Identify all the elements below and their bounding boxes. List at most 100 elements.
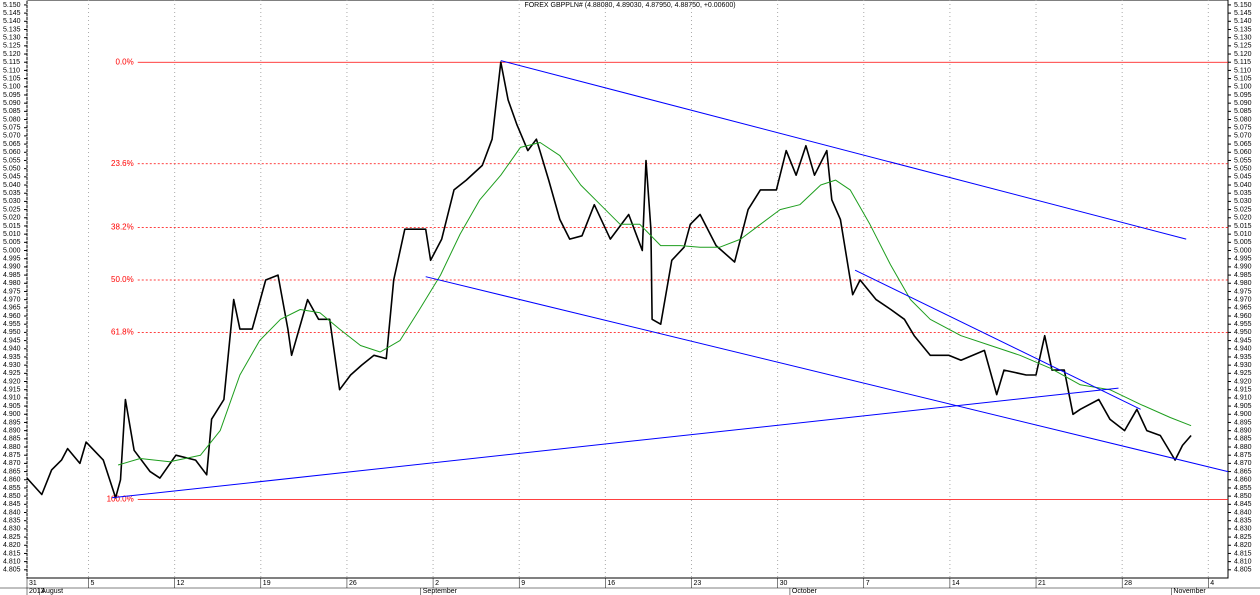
y-tick-label: 5.080 <box>3 116 21 123</box>
y-tick-label: 4.820 <box>3 542 21 549</box>
y-tick-label: 4.975 <box>3 288 21 295</box>
y-tick-label: 4.840 <box>1234 509 1252 516</box>
y-tick-label: 4.950 <box>1234 329 1252 336</box>
x-tick-label: 23 <box>693 580 701 587</box>
x-tick-label: 9 <box>521 580 525 587</box>
x-tick-label: 14 <box>952 580 960 587</box>
y-tick-label: 4.850 <box>3 493 21 500</box>
y-tick-label: 5.085 <box>1234 108 1252 115</box>
x-tick-label: 31 <box>29 580 37 587</box>
y-tick-label: 4.825 <box>3 534 21 541</box>
y-tick-label: 4.845 <box>1234 501 1252 508</box>
y-tick-label: 5.130 <box>1234 35 1252 42</box>
y-tick-label: 4.960 <box>1234 313 1252 320</box>
x-tick-label: 21 <box>1038 580 1046 587</box>
y-tick-label: 4.925 <box>1234 370 1252 377</box>
price-line <box>111 387 1119 499</box>
y-tick-label: 4.905 <box>1234 403 1252 410</box>
y-tick-label: 4.905 <box>3 403 21 410</box>
y-tick-label: 5.050 <box>3 165 21 172</box>
y-tick-label: 5.070 <box>3 133 21 140</box>
y-tick-label: 4.935 <box>1234 354 1252 361</box>
x-tick-label: 16 <box>607 580 615 587</box>
y-tick-label: 4.845 <box>3 501 21 508</box>
y-tick-label: 4.920 <box>3 378 21 385</box>
y-tick-label: 4.910 <box>1234 395 1252 402</box>
x-tick-label: 26 <box>349 580 357 587</box>
y-tick-label: 4.875 <box>3 452 21 459</box>
y-tick-label: 4.900 <box>1234 411 1252 418</box>
y-tick-label: 5.135 <box>1234 26 1252 33</box>
y-tick-label: 4.935 <box>3 354 21 361</box>
period-label: August <box>41 588 63 595</box>
y-tick-label: 4.880 <box>1234 444 1252 451</box>
y-tick-label: 4.880 <box>3 444 21 451</box>
y-tick-label: 4.815 <box>1234 550 1252 557</box>
x-tick-label: 19 <box>263 580 271 587</box>
y-tick-label: 5.060 <box>3 149 21 156</box>
y-tick-label: 5.045 <box>1234 174 1252 181</box>
y-tick-label: 5.070 <box>1234 133 1252 140</box>
y-tick-label: 4.980 <box>1234 280 1252 287</box>
y-tick-label: 5.100 <box>1234 84 1252 91</box>
y-tick-label: 5.015 <box>3 223 21 230</box>
chart-title: FOREX GBPPLN# (4.88080, 4.89030, 4.87950… <box>524 2 735 9</box>
y-tick-label: 4.805 <box>1234 567 1252 574</box>
y-tick-label: 5.040 <box>1234 182 1252 189</box>
y-tick-label: 4.985 <box>1234 272 1252 279</box>
y-tick-label: 4.810 <box>3 558 21 565</box>
y-tick-label: 4.950 <box>3 329 21 336</box>
period-label: November <box>1173 588 1206 595</box>
plot-area <box>26 0 1229 579</box>
y-tick-label: 5.035 <box>1234 190 1252 197</box>
y-tick-label: 5.120 <box>3 51 21 58</box>
y-tick-label: 4.850 <box>1234 493 1252 500</box>
y-tick-label: 4.895 <box>3 419 21 426</box>
y-tick-label: 5.130 <box>3 35 21 42</box>
y-tick-label: 5.110 <box>1234 67 1251 74</box>
y-tick-label: 4.990 <box>3 264 21 271</box>
y-tick-label: 5.045 <box>3 174 21 181</box>
y-tick-label: 5.005 <box>1234 239 1252 246</box>
y-tick-label: 4.985 <box>3 272 21 279</box>
fib-label: 50.0% <box>111 275 134 284</box>
y-tick-label: 5.055 <box>1234 157 1252 164</box>
period-label: 2013 <box>29 588 45 595</box>
y-tick-label: 5.090 <box>1234 100 1252 107</box>
y-tick-label: 5.005 <box>3 239 21 246</box>
y-tick-label: 5.140 <box>3 18 21 25</box>
x-tick-label: 4 <box>1210 580 1214 587</box>
x-tick-label: 5 <box>91 580 95 587</box>
price-line <box>117 142 1192 466</box>
price-line <box>854 269 1141 410</box>
y-tick-label: 5.095 <box>3 92 21 99</box>
y-tick-label: 5.110 <box>3 67 20 74</box>
y-tick-label: 5.150 <box>1234 2 1252 9</box>
fib-label: 100.0% <box>107 495 134 504</box>
y-tick-label: 5.025 <box>1234 206 1252 213</box>
y-tick-label: 4.980 <box>3 280 21 287</box>
y-tick-label: 5.050 <box>1234 165 1252 172</box>
y-tick-label: 4.960 <box>3 313 21 320</box>
y-tick-label: 4.875 <box>1234 452 1252 459</box>
y-tick-label: 5.120 <box>1234 51 1252 58</box>
y-tick-label: 4.835 <box>1234 518 1252 525</box>
price-line <box>26 61 1192 499</box>
y-tick-label: 4.945 <box>3 337 21 344</box>
y-tick-label: 5.085 <box>3 108 21 115</box>
y-tick-label: 4.990 <box>1234 264 1252 271</box>
y-tick-label: 4.925 <box>3 370 21 377</box>
y-tick-label: 5.075 <box>1234 125 1252 132</box>
y-tick-label: 4.915 <box>1234 387 1252 394</box>
x-tick-label: 7 <box>866 580 870 587</box>
fib-label: 23.6% <box>111 159 134 168</box>
y-tick-label: 5.105 <box>3 75 21 82</box>
y-tick-label: 5.145 <box>1234 10 1252 17</box>
y-tick-label: 4.930 <box>1234 362 1252 369</box>
y-tick-label: 5.140 <box>1234 18 1252 25</box>
period-label: September <box>423 588 458 595</box>
y-tick-label: 4.915 <box>3 387 21 394</box>
y-tick-label: 4.995 <box>3 256 21 263</box>
price-line <box>500 60 1187 240</box>
y-tick-label: 5.030 <box>1234 198 1252 205</box>
